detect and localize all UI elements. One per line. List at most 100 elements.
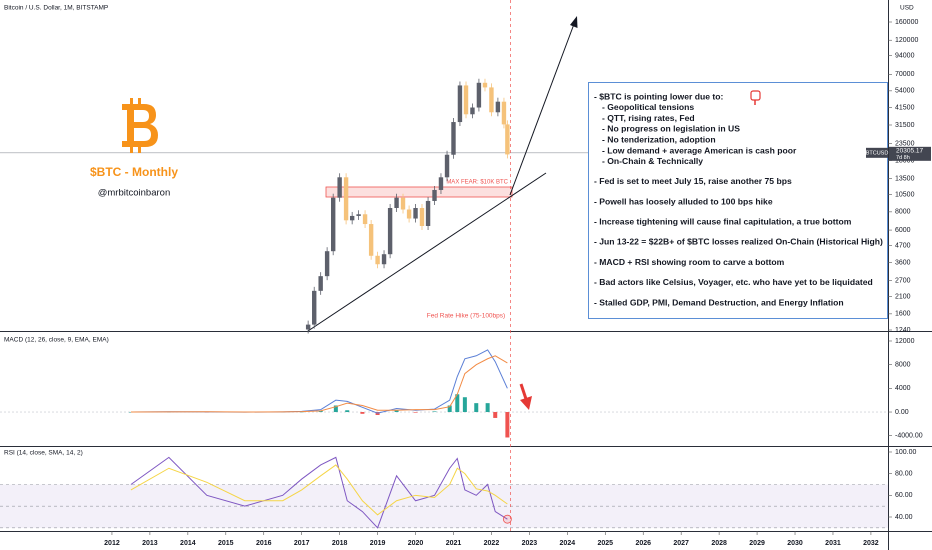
series-line <box>130 456 508 529</box>
overlay: 1240 1600 2100 2700 3600 4700 6000 8000 10500 135… <box>104 19 931 547</box>
series-line <box>130 355 508 413</box>
note-line: - $BTC is pointing lower due to: <box>594 91 724 101</box>
candle-body <box>476 82 482 108</box>
histogram-bar <box>474 403 479 413</box>
histogram-bar <box>432 411 437 413</box>
price-tag <box>889 146 931 161</box>
thumbs-down-icon <box>750 90 761 105</box>
y-tick-label: 8000 <box>895 209 911 216</box>
chart-title: Bitcoin / U.S. Dollar, 1M, BITSTAMP <box>4 5 108 12</box>
histogram-bar <box>493 412 498 418</box>
x-tick-label: 2015 <box>218 540 234 547</box>
pane-title: MACD (12, 26, close, 9, EMA, EMA) <box>4 337 109 344</box>
x-tick-label: 2027 <box>673 540 689 547</box>
candle-body <box>381 254 387 265</box>
note-sub-line: - Low demand + average American is cash … <box>602 145 797 155</box>
zone-label: MAX FEAR: $10K BTC <box>446 180 508 186</box>
series-line <box>130 464 508 516</box>
histogram-bar <box>394 410 399 413</box>
histogram-bar <box>345 410 350 413</box>
histogram-bar <box>447 405 452 413</box>
x-tick-label: 2031 <box>825 540 841 547</box>
histogram-bar <box>128 412 133 413</box>
y-tick-label: -4000.00 <box>895 433 923 440</box>
note-line: - MACD + RSI showing room to carve a bot… <box>594 257 785 267</box>
y-tick-label: 70000 <box>895 71 915 78</box>
y-tick-label: 1600 <box>895 311 911 318</box>
y-tick-label: 1240 <box>895 327 911 334</box>
y-tick-label: 3600 <box>895 259 911 266</box>
rsi-highlight <box>502 514 512 524</box>
candle-body <box>505 124 510 155</box>
note-sub-line: - On-Chain & Technically <box>602 156 703 166</box>
y-tick-label: 31500 <box>895 122 915 129</box>
note-box <box>588 82 888 319</box>
projection-arrow <box>509 23 575 196</box>
candle-body <box>305 324 311 330</box>
y-tick-label: 23500 <box>895 140 915 147</box>
y-tick-label: 40.00 <box>895 514 913 521</box>
candle-body <box>489 87 494 113</box>
candle-body <box>432 189 437 201</box>
note-line: - Jun 13-22 = $22B+ of $BTC losses reali… <box>594 237 883 247</box>
x-tick-label: 2021 <box>446 540 462 547</box>
bitcoin-logo <box>122 98 158 153</box>
note-line: - Bad actors like Celsius, Voyager, etc.… <box>594 277 873 287</box>
histogram-bar <box>413 412 418 413</box>
note-line: - Fed is set to meet July 15, raise anot… <box>594 176 792 186</box>
candle-body <box>318 276 323 291</box>
histogram-bar <box>462 397 467 413</box>
y-tick-label: 4700 <box>895 242 911 249</box>
x-tick-label: 2014 <box>180 540 196 547</box>
x-tick-label: 2028 <box>711 540 727 547</box>
y-tick-label: 0.00 <box>895 409 909 416</box>
y-tick-label: 41500 <box>895 104 915 111</box>
y-tick-label: 13500 <box>895 176 915 183</box>
y-tick-label: 2100 <box>895 293 911 300</box>
arrow-head <box>570 16 578 28</box>
candle-body <box>451 122 456 155</box>
note-sub-line: - Geopolitical tensions <box>602 102 694 112</box>
candle-body <box>463 85 469 115</box>
x-tick-label: 2025 <box>597 540 613 547</box>
x-tick-label: 2020 <box>408 540 424 547</box>
y-tick-label: 100.00 <box>895 449 917 456</box>
histogram-bar <box>333 405 338 413</box>
trend-line <box>307 172 547 332</box>
y-tick-label: 60.00 <box>895 492 913 499</box>
candle-body <box>362 214 368 225</box>
x-tick-label: 2017 <box>294 540 310 547</box>
notes: - $BTC is pointing lower due to:- Geopol… <box>594 91 883 307</box>
y-tick-label: 80.00 <box>895 470 913 477</box>
candle-body <box>324 251 330 277</box>
note-line: - Increase tightening will cause final c… <box>594 216 852 226</box>
y-tick-label: 160000 <box>895 19 918 26</box>
x-tick-label: 2024 <box>560 540 576 547</box>
candle-body <box>413 208 418 219</box>
candle-body <box>349 215 355 221</box>
x-tick-label: 2013 <box>142 540 158 547</box>
countdown-label: 7d 8h <box>896 155 910 161</box>
histogram-bar <box>318 410 323 413</box>
axis-label: USD <box>900 5 914 12</box>
note-sub-line: - No tenderization, adoption <box>602 134 716 144</box>
note-sub-line: - No progress on legislation in US <box>602 124 740 134</box>
x-tick-label: 2026 <box>635 540 651 547</box>
candle-body <box>406 209 412 219</box>
pane-title: RSI (14, close, SMA, 14, 2) <box>4 450 83 457</box>
x-tick-label: 2012 <box>104 540 120 547</box>
candle-body <box>457 85 463 123</box>
x-tick-label: 2023 <box>522 540 538 547</box>
event-label: Fed Rate Hike (75-100bps) <box>427 313 505 320</box>
y-tick-label: 94000 <box>895 53 915 60</box>
histogram-bar <box>360 412 365 414</box>
x-tick-label: 2022 <box>484 540 500 547</box>
heading: $BTC - Monthly <box>90 165 178 179</box>
candle-body <box>356 214 361 216</box>
price-tag <box>866 147 888 158</box>
x-tick-label: 2019 <box>370 540 386 547</box>
candle-body <box>495 101 501 113</box>
note-line: - Powell has loosely alluded to 100 bps … <box>594 196 773 206</box>
histogram-bar <box>455 394 460 413</box>
y-tick-label: 4000 <box>895 385 911 392</box>
